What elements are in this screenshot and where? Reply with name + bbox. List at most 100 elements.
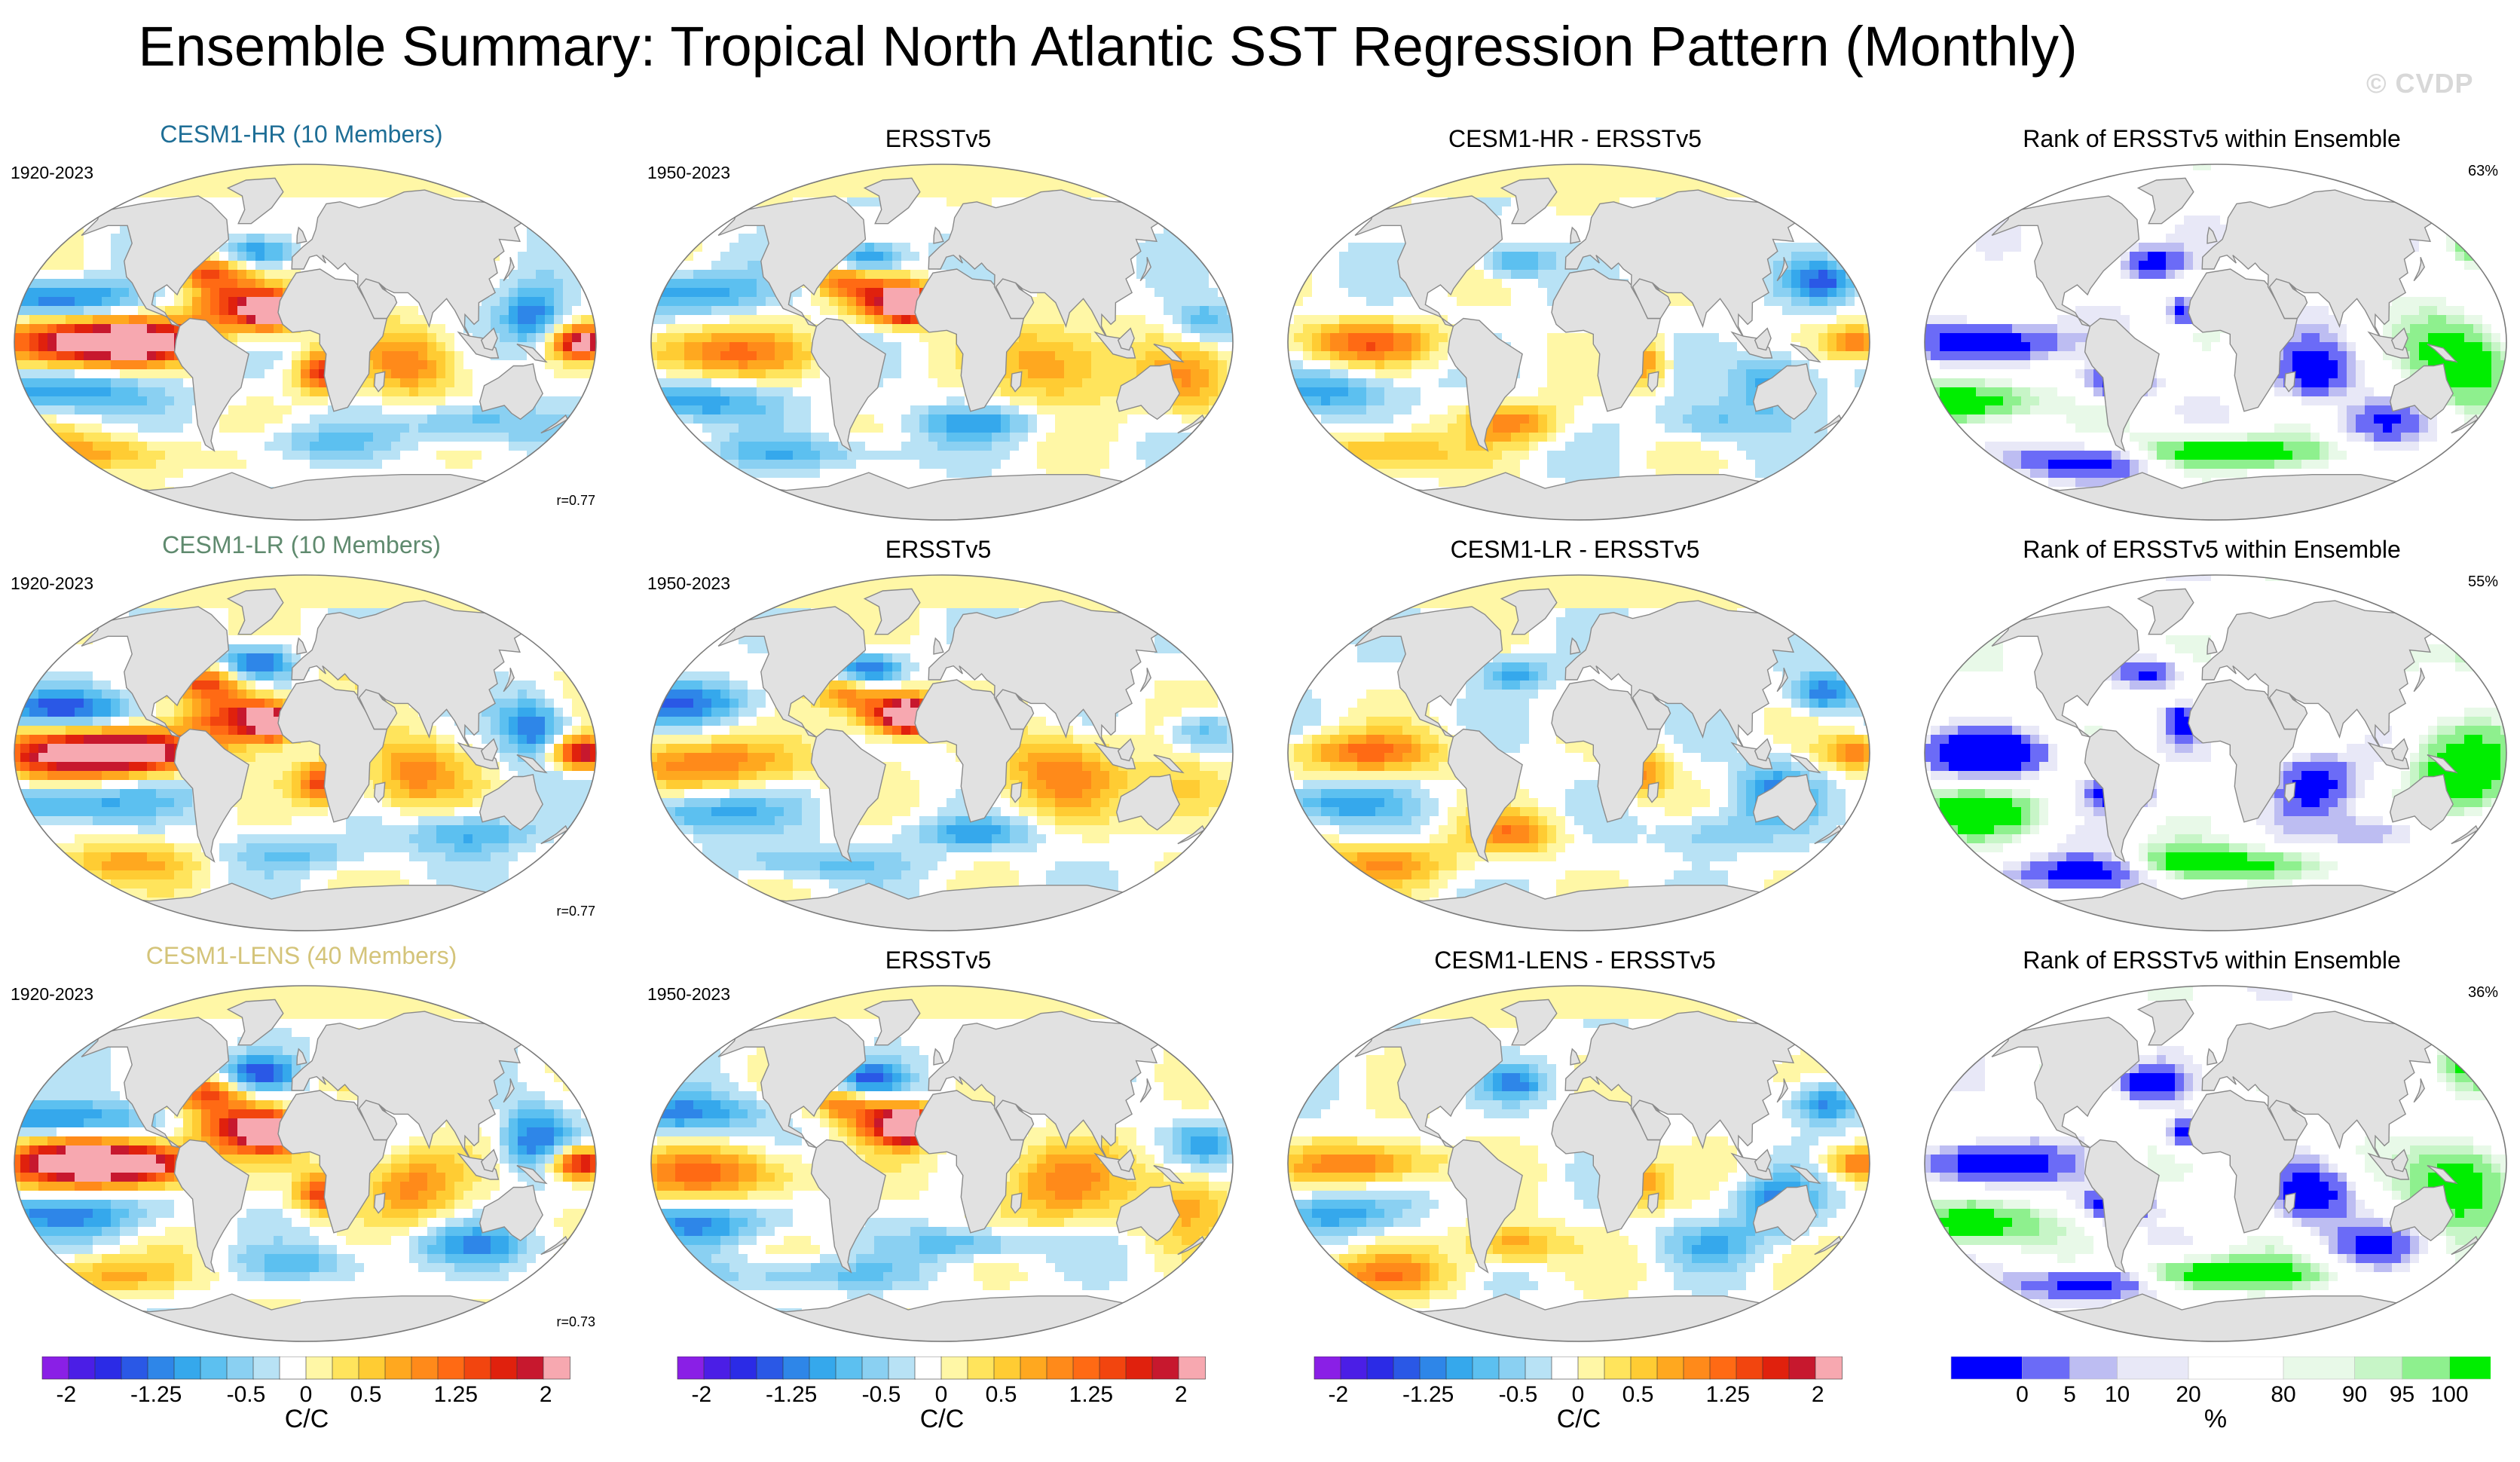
colorbar-tick-label: 90 — [2342, 1382, 2367, 1407]
colorbar-tick-label: 0 — [1572, 1382, 1585, 1407]
colorbar-swatch — [1763, 1356, 1790, 1379]
colorbar-tick-label: 2 — [1812, 1382, 1824, 1407]
colorbar-swatch — [306, 1356, 333, 1379]
map-container — [1285, 572, 1873, 934]
colorbar-swatch — [1710, 1356, 1737, 1379]
rank-percent: 63% — [2468, 163, 2498, 180]
panel-diff: CESM1-LR - ERSSTv5 — [1274, 531, 1876, 931]
map-rank-7 — [1922, 572, 2509, 934]
colorbar-swatch — [1020, 1356, 1047, 1379]
panel-rank: Rank of ERSSTv5 within Ensemble 36% — [1910, 942, 2513, 1341]
map-model-4 — [11, 572, 599, 934]
colorbar-swatch — [783, 1356, 810, 1379]
colorbar-swatch — [862, 1356, 889, 1379]
panel-title: ERSSTv5 — [637, 125, 1240, 153]
colorbar-swatch — [730, 1356, 757, 1379]
rank-percent: 36% — [2468, 984, 2498, 1002]
colorbar-tick-label: 0.5 — [350, 1382, 382, 1407]
colorbar-tick-label: 2 — [1175, 1382, 1188, 1407]
colorbar-swatch — [332, 1356, 359, 1379]
colorbar-swatch — [1789, 1356, 1816, 1379]
colorbar-swatch — [2118, 1356, 2189, 1379]
colorbar-swatch — [227, 1356, 254, 1379]
colorbar-swatch — [2070, 1356, 2118, 1379]
map-container — [1285, 161, 1873, 523]
panel-title: ERSSTv5 — [637, 947, 1240, 974]
map-container — [1922, 161, 2509, 523]
colorbar-tick-label: -1.25 — [766, 1382, 817, 1407]
colorbar-swatch — [1657, 1356, 1684, 1379]
colorbar-units-label: C/C — [1311, 1405, 1846, 1434]
colorbar-swatch — [1099, 1356, 1127, 1379]
colorbar-tick-label: 0.5 — [986, 1382, 1017, 1407]
colorbar-swatch — [2450, 1356, 2491, 1379]
colorbar-units-label: % — [1948, 1405, 2483, 1434]
map-container — [11, 983, 599, 1344]
colorbar-swatch — [1473, 1356, 1500, 1379]
colorbar-swatch — [543, 1356, 570, 1379]
colorbar-tick-label: -2 — [691, 1382, 711, 1407]
map-obs-9 — [648, 983, 1236, 1344]
map-model-8 — [11, 983, 599, 1344]
colorbar-swatch — [2023, 1356, 2071, 1379]
colorbar-tick-label: 80 — [2271, 1382, 2295, 1407]
colorbar-swatch — [677, 1356, 705, 1379]
colorbar-swatch — [1314, 1356, 1341, 1379]
colorbar-swatch — [121, 1356, 148, 1379]
colorbar-swatch — [1179, 1356, 1206, 1379]
colorbar-swatch — [1525, 1356, 1552, 1379]
panel-title: CESM1-HR - ERSSTv5 — [1274, 125, 1876, 153]
colorbar-tick-label: 100 — [2430, 1382, 2468, 1407]
colorbar-tick-label: 5 — [2063, 1382, 2076, 1407]
colorbar-tick-label: -2 — [1328, 1382, 1348, 1407]
panel-title: Rank of ERSSTv5 within Ensemble — [1910, 947, 2513, 974]
colorbar-tick-label: 0 — [300, 1382, 313, 1407]
map-rank-3 — [1922, 161, 2509, 523]
map-diff-10 — [1285, 983, 1873, 1344]
map-diff-6 — [1285, 572, 1873, 934]
panel-title: CESM1-LENS (40 Members) — [0, 942, 603, 970]
colorbar-swatch — [809, 1356, 836, 1379]
colorbar-swatch — [704, 1356, 731, 1379]
colorbar-swatch — [385, 1356, 412, 1379]
panel-rank: Rank of ERSSTv5 within Ensemble 55% — [1910, 531, 2513, 931]
map-container — [1922, 983, 2509, 1344]
panel-title: CESM1-LENS - ERSSTv5 — [1274, 947, 1876, 974]
colorbar-swatch — [1815, 1356, 1843, 1379]
colorbar-swatch — [491, 1356, 518, 1379]
colorbar-swatch — [2355, 1356, 2403, 1379]
colorbar-swatch — [2283, 1356, 2355, 1379]
colorbar-swatch — [411, 1356, 439, 1379]
colorbar-swatch — [1736, 1356, 1763, 1379]
colorbar-swatch — [1578, 1356, 1605, 1379]
colorbar-swatch — [757, 1356, 784, 1379]
colorbar-swatch — [1684, 1356, 1711, 1379]
colorbar-swatch — [1499, 1356, 1526, 1379]
colorbar-swatch — [148, 1356, 175, 1379]
colorbar-tick-label: -2 — [56, 1382, 76, 1407]
colorbar-swatch — [1420, 1356, 1447, 1379]
panel-diff: CESM1-HR - ERSSTv5 — [1274, 121, 1876, 520]
colorbar-tick-label: 20 — [2176, 1382, 2200, 1407]
panel-title: CESM1-HR (10 Members) — [0, 121, 603, 148]
colorbar-swatch — [915, 1356, 942, 1379]
colorbar-tick-label: -0.5 — [1499, 1382, 1538, 1407]
panel-title: Rank of ERSSTv5 within Ensemble — [1910, 536, 2513, 564]
colorbar-tick-label: 1.25 — [1706, 1382, 1750, 1407]
colorbar-tick-label: 1.25 — [1069, 1382, 1113, 1407]
map-container — [11, 572, 599, 934]
colorbar-swatch — [1152, 1356, 1179, 1379]
panel-diff: CESM1-LENS - ERSSTv5 — [1274, 942, 1876, 1341]
map-container — [648, 983, 1236, 1344]
colorbar-tick-label: -0.5 — [862, 1382, 901, 1407]
colorbar-swatch — [941, 1356, 968, 1379]
rank-percent: 55% — [2468, 573, 2498, 591]
